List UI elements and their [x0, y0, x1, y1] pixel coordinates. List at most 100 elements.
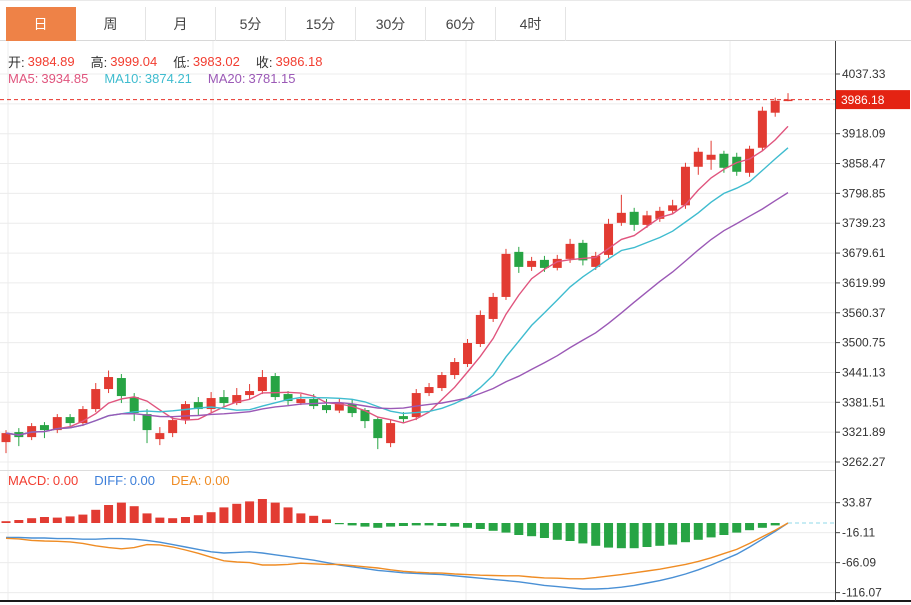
ma20-group: MA20: 3781.15	[208, 71, 296, 86]
tab-4hour[interactable]: 4时	[496, 7, 566, 41]
dea-label: DEA:	[171, 473, 202, 488]
ma10-group: MA10: 3874.21	[104, 71, 192, 86]
candle-body	[604, 223, 614, 255]
macd-tick-label: -116.07	[842, 586, 882, 600]
candle-body	[642, 215, 652, 225]
macd-tick-label: 33.87	[842, 496, 872, 510]
candle-body	[668, 205, 678, 211]
macd-bar-positive	[309, 515, 319, 523]
macd-bar-negative	[732, 523, 742, 533]
macd-bar-negative	[757, 523, 767, 528]
tab-week[interactable]: 周	[76, 7, 146, 41]
low-value: 3983.02	[192, 54, 240, 69]
macd-tick-label: -66.09	[842, 556, 876, 570]
candle-body	[373, 419, 383, 439]
candle-body	[655, 210, 665, 219]
candle-body	[129, 397, 139, 414]
candle-body	[1, 433, 11, 443]
macd-bar-positive	[1, 521, 11, 523]
tab-15min[interactable]: 15分	[286, 7, 356, 41]
macd-bar-negative	[693, 523, 703, 540]
candle-body	[475, 314, 485, 344]
macd-bar-positive	[78, 514, 88, 523]
tab-day[interactable]: 日	[6, 7, 76, 41]
candle-body	[770, 100, 780, 113]
macd-tick-label: -16.11	[842, 526, 875, 540]
macd-bar-negative	[616, 523, 626, 549]
ma20-label: MA20:	[207, 71, 246, 86]
macd-bar-negative	[334, 523, 344, 525]
candle-body	[463, 342, 473, 365]
candle-body	[322, 405, 331, 411]
ma5-line	[5, 125, 789, 436]
macd-bar-negative	[514, 523, 524, 535]
candle-body	[283, 394, 293, 402]
candle-body	[104, 377, 114, 390]
candle-body	[501, 253, 511, 297]
price-tick-label: 3500.75	[842, 336, 886, 350]
low-group: 低: 3983.02	[173, 52, 240, 71]
macd-bar-negative	[501, 523, 511, 533]
macd-bar-positive	[52, 517, 62, 523]
macd-info-row: MACD: 0.00 DIFF: 0.00 DEA: 0.00	[8, 473, 230, 488]
dea-line	[5, 522, 789, 580]
macd-bar-negative	[398, 523, 408, 526]
macd-bar-negative	[386, 523, 396, 527]
candle-body	[450, 362, 460, 376]
candle-body	[424, 387, 434, 394]
candle-body	[745, 148, 755, 173]
candle-body	[386, 423, 396, 444]
candle-body	[296, 399, 306, 404]
macd-bar-positive	[206, 512, 216, 523]
candle-body	[680, 166, 690, 206]
macd-bar-positive	[283, 507, 293, 523]
candle-body	[270, 376, 280, 398]
macd-bar-negative	[591, 523, 601, 546]
ohlc-info-row: 开: 3984.89 高: 3999.04 低: 3983.02 收: 3986…	[8, 52, 323, 71]
macd-bar-negative	[475, 523, 485, 529]
candle-body	[783, 99, 793, 102]
macd-bar-negative	[411, 523, 421, 526]
candle-body	[309, 399, 319, 407]
macd-bar-positive	[232, 503, 242, 523]
macd-bar-positive	[116, 502, 126, 523]
candle-body	[155, 433, 165, 440]
close-label: 收:	[255, 55, 273, 70]
macd-bar-negative	[488, 523, 498, 531]
candle-body	[39, 425, 49, 431]
candle-body	[539, 259, 549, 268]
tab-5min[interactable]: 5分	[216, 7, 286, 41]
macd-bar-negative	[565, 523, 575, 541]
macd-bar-positive	[65, 516, 75, 523]
candle-body	[527, 260, 537, 267]
candle-body	[616, 212, 626, 223]
macd-bar-negative	[450, 523, 460, 527]
macd-bar-negative	[770, 523, 780, 526]
macd-bar-positive	[193, 515, 203, 523]
ma5-label: MA5:	[8, 71, 39, 86]
macd-bar-positive	[14, 520, 24, 523]
price-tick-label: 3262.27	[842, 455, 886, 469]
macd-bar-positive	[245, 501, 255, 523]
candle-body	[65, 417, 75, 424]
ma10-value: 3874.21	[144, 71, 192, 86]
diff-line	[6, 522, 789, 590]
candle-body	[142, 414, 152, 431]
candle-body	[360, 410, 370, 422]
candle-body	[488, 296, 498, 319]
tab-month[interactable]: 月	[146, 7, 216, 41]
macd-bar-negative	[578, 523, 588, 544]
candle-body	[78, 409, 88, 424]
diff-label: DIFF:	[94, 473, 127, 488]
tab-60min[interactable]: 60分	[426, 7, 496, 41]
candle-body	[719, 153, 729, 168]
candle-body	[219, 397, 229, 404]
candle-body	[116, 378, 126, 397]
open-label: 开:	[8, 55, 25, 70]
macd-bar-negative	[437, 523, 447, 526]
tab-30min[interactable]: 30分	[356, 7, 426, 41]
macd-bar-negative	[745, 523, 755, 531]
macd-bar-negative	[655, 523, 665, 546]
price-tick-label: 3441.13	[842, 365, 886, 379]
